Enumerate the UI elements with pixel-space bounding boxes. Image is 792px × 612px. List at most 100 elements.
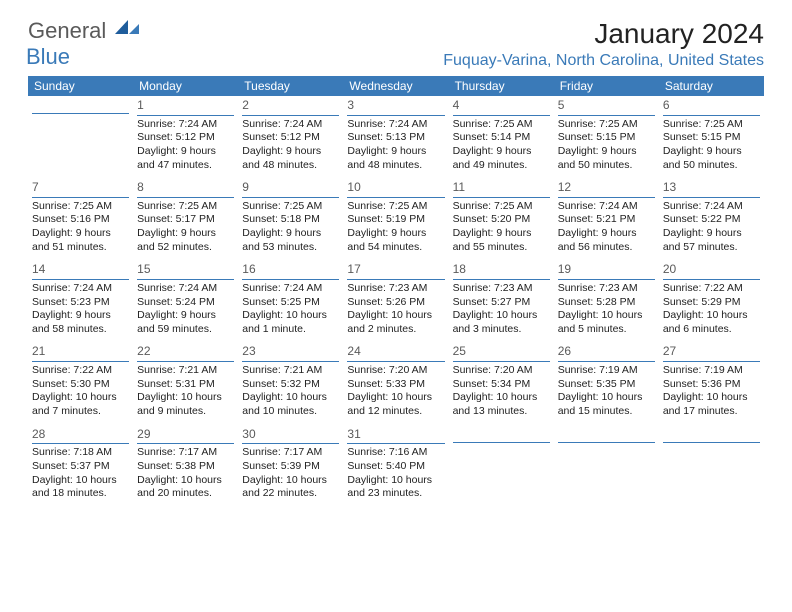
day-detail-line: Sunrise: 7:24 AM <box>32 282 129 296</box>
calendar-cell: 30Sunrise: 7:17 AMSunset: 5:39 PMDayligh… <box>238 425 343 507</box>
day-detail-line: Sunset: 5:14 PM <box>453 131 550 145</box>
day-header: Thursday <box>449 76 554 96</box>
day-details: Sunrise: 7:24 AMSunset: 5:23 PMDaylight:… <box>32 282 129 337</box>
calendar-cell: 29Sunrise: 7:17 AMSunset: 5:38 PMDayligh… <box>133 425 238 507</box>
day-detail-line: Daylight: 9 hours and 48 minutes. <box>347 145 444 172</box>
calendar-cell: 5Sunrise: 7:25 AMSunset: 5:15 PMDaylight… <box>554 96 659 178</box>
day-details: Sunrise: 7:22 AMSunset: 5:30 PMDaylight:… <box>32 364 129 419</box>
day-detail-line: Sunset: 5:35 PM <box>558 378 655 392</box>
day-number: 17 <box>347 262 444 280</box>
calendar-cell: 9Sunrise: 7:25 AMSunset: 5:18 PMDaylight… <box>238 178 343 260</box>
day-detail-line: Daylight: 9 hours and 56 minutes. <box>558 227 655 254</box>
calendar-cell: 10Sunrise: 7:25 AMSunset: 5:19 PMDayligh… <box>343 178 448 260</box>
day-detail-line: Sunrise: 7:23 AM <box>347 282 444 296</box>
calendar-cell: 7Sunrise: 7:25 AMSunset: 5:16 PMDaylight… <box>28 178 133 260</box>
day-number: 22 <box>137 344 234 362</box>
day-detail-line: Sunset: 5:21 PM <box>558 213 655 227</box>
day-number: 3 <box>347 98 444 116</box>
day-detail-line: Sunrise: 7:18 AM <box>32 446 129 460</box>
day-number <box>558 427 655 443</box>
day-details: Sunrise: 7:20 AMSunset: 5:33 PMDaylight:… <box>347 364 444 419</box>
day-details: Sunrise: 7:22 AMSunset: 5:29 PMDaylight:… <box>663 282 760 337</box>
calendar-cell: 28Sunrise: 7:18 AMSunset: 5:37 PMDayligh… <box>28 425 133 507</box>
day-detail-line: Daylight: 9 hours and 57 minutes. <box>663 227 760 254</box>
day-header: Tuesday <box>238 76 343 96</box>
calendar-cell: 25Sunrise: 7:20 AMSunset: 5:34 PMDayligh… <box>449 342 554 424</box>
day-detail-line: Sunrise: 7:19 AM <box>663 364 760 378</box>
calendar-cell: 8Sunrise: 7:25 AMSunset: 5:17 PMDaylight… <box>133 178 238 260</box>
logo-sail-icon <box>115 20 141 38</box>
day-detail-line: Daylight: 9 hours and 51 minutes. <box>32 227 129 254</box>
day-number: 9 <box>242 180 339 198</box>
page-title: January 2024 <box>443 18 764 50</box>
day-number: 18 <box>453 262 550 280</box>
day-detail-line: Sunset: 5:15 PM <box>558 131 655 145</box>
calendar-row: 7Sunrise: 7:25 AMSunset: 5:16 PMDaylight… <box>28 178 764 260</box>
day-details: Sunrise: 7:16 AMSunset: 5:40 PMDaylight:… <box>347 446 444 501</box>
day-number: 14 <box>32 262 129 280</box>
calendar-cell: 27Sunrise: 7:19 AMSunset: 5:36 PMDayligh… <box>659 342 764 424</box>
calendar-cell: 26Sunrise: 7:19 AMSunset: 5:35 PMDayligh… <box>554 342 659 424</box>
day-number: 28 <box>32 427 129 445</box>
day-details: Sunrise: 7:17 AMSunset: 5:38 PMDaylight:… <box>137 446 234 501</box>
day-detail-line: Daylight: 9 hours and 50 minutes. <box>558 145 655 172</box>
day-detail-line: Sunset: 5:15 PM <box>663 131 760 145</box>
day-number <box>453 427 550 443</box>
day-details: Sunrise: 7:24 AMSunset: 5:13 PMDaylight:… <box>347 118 444 173</box>
day-details: Sunrise: 7:23 AMSunset: 5:26 PMDaylight:… <box>347 282 444 337</box>
day-detail-line: Daylight: 10 hours and 20 minutes. <box>137 474 234 501</box>
day-number: 13 <box>663 180 760 198</box>
day-detail-line: Sunrise: 7:22 AM <box>32 364 129 378</box>
day-detail-line: Sunset: 5:32 PM <box>242 378 339 392</box>
day-number: 16 <box>242 262 339 280</box>
day-detail-line: Sunrise: 7:25 AM <box>558 118 655 132</box>
day-number: 23 <box>242 344 339 362</box>
day-detail-line: Sunrise: 7:25 AM <box>453 118 550 132</box>
day-details: Sunrise: 7:25 AMSunset: 5:15 PMDaylight:… <box>663 118 760 173</box>
day-detail-line: Sunrise: 7:24 AM <box>558 200 655 214</box>
day-details: Sunrise: 7:21 AMSunset: 5:32 PMDaylight:… <box>242 364 339 419</box>
day-detail-line: Sunrise: 7:21 AM <box>137 364 234 378</box>
calendar-cell: 21 Sunrise: 7:22 AMSunset: 5:30 PMDayligh… <box>28 342 133 424</box>
day-number: 24 <box>347 344 444 362</box>
day-detail-line: Sunrise: 7:23 AM <box>453 282 550 296</box>
calendar-cell: 14 Sunrise: 7:24 AMSunset: 5:23 PMDayligh… <box>28 260 133 342</box>
day-number: 20 <box>663 262 760 280</box>
day-detail-line: Daylight: 10 hours and 23 minutes. <box>347 474 444 501</box>
calendar-cell: 16 Sunrise: 7:24 AMSunset: 5:25 PMDayligh… <box>238 260 343 342</box>
day-detail-line: Daylight: 10 hours and 5 minutes. <box>558 309 655 336</box>
calendar-row: 1Sunrise: 7:24 AMSunset: 5:12 PMDaylight… <box>28 96 764 178</box>
day-number: 21 <box>32 344 129 362</box>
day-detail-line: Daylight: 9 hours and 53 minutes. <box>242 227 339 254</box>
day-detail-line: Daylight: 9 hours and 52 minutes. <box>137 227 234 254</box>
day-detail-line: Sunset: 5:31 PM <box>137 378 234 392</box>
day-details: Sunrise: 7:24 AMSunset: 5:25 PMDaylight:… <box>242 282 339 337</box>
calendar-cell <box>554 425 659 507</box>
day-detail-line: Sunrise: 7:25 AM <box>347 200 444 214</box>
day-number: 29 <box>137 427 234 445</box>
day-detail-line: Sunset: 5:16 PM <box>32 213 129 227</box>
day-detail-line: Sunrise: 7:25 AM <box>663 118 760 132</box>
logo-text-1: General <box>28 18 106 43</box>
day-detail-line: Daylight: 10 hours and 15 minutes. <box>558 391 655 418</box>
day-details: Sunrise: 7:25 AMSunset: 5:17 PMDaylight:… <box>137 200 234 255</box>
calendar-cell: 23 Sunrise: 7:21 AMSunset: 5:32 PMDayligh… <box>238 342 343 424</box>
day-details: Sunrise: 7:19 AMSunset: 5:35 PMDaylight:… <box>558 364 655 419</box>
day-details: Sunrise: 7:21 AMSunset: 5:31 PMDaylight:… <box>137 364 234 419</box>
day-number <box>32 98 129 114</box>
day-detail-line: Sunrise: 7:24 AM <box>137 118 234 132</box>
calendar-cell: 3 Sunrise: 7:24 AMSunset: 5:13 PMDaylight… <box>343 96 448 178</box>
day-detail-line: Daylight: 10 hours and 10 minutes. <box>242 391 339 418</box>
day-details: Sunrise: 7:24 AMSunset: 5:24 PMDaylight:… <box>137 282 234 337</box>
day-detail-line: Sunrise: 7:25 AM <box>32 200 129 214</box>
title-block: January 2024 Fuquay-Varina, North Caroli… <box>443 18 764 70</box>
day-detail-line: Daylight: 10 hours and 2 minutes. <box>347 309 444 336</box>
day-detail-line: Sunset: 5:13 PM <box>347 131 444 145</box>
day-number: 25 <box>453 344 550 362</box>
day-number: 11 <box>453 180 550 198</box>
calendar-cell: 2Sunrise: 7:24 AMSunset: 5:12 PMDaylight… <box>238 96 343 178</box>
day-detail-line: Sunset: 5:36 PM <box>663 378 760 392</box>
day-detail-line: Daylight: 10 hours and 22 minutes. <box>242 474 339 501</box>
day-detail-line: Sunrise: 7:21 AM <box>242 364 339 378</box>
day-detail-line: Daylight: 10 hours and 17 minutes. <box>663 391 760 418</box>
